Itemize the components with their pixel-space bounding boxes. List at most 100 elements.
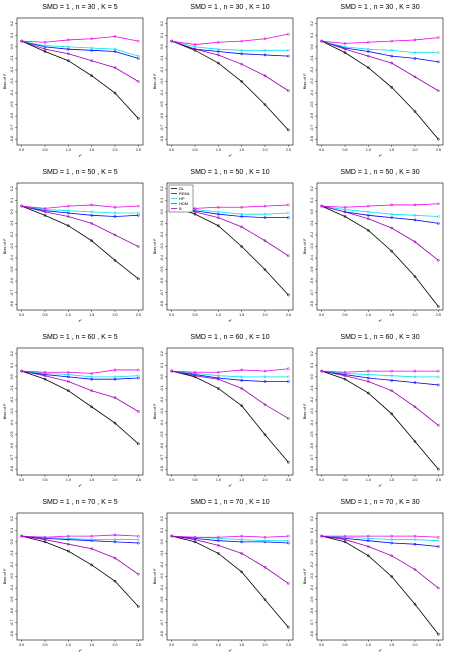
point bbox=[66, 52, 70, 56]
y-tick-label: -0.8 bbox=[160, 466, 164, 472]
point bbox=[413, 440, 417, 443]
x-tick-label: 0.5 bbox=[193, 313, 198, 317]
point bbox=[263, 212, 267, 216]
point bbox=[216, 61, 220, 65]
series-line bbox=[171, 40, 289, 51]
series-line bbox=[321, 535, 439, 589]
point bbox=[90, 74, 94, 78]
point bbox=[193, 43, 197, 46]
point bbox=[436, 586, 440, 590]
point bbox=[413, 57, 417, 60]
x-tick-label: 1.0 bbox=[366, 478, 371, 482]
x-tick-label: 2.5 bbox=[286, 313, 291, 317]
point bbox=[136, 442, 140, 446]
legend-label: HDM bbox=[179, 201, 188, 206]
point bbox=[436, 36, 440, 39]
series-line bbox=[321, 203, 439, 208]
point bbox=[286, 54, 290, 58]
y-tick-label: -0.4 bbox=[10, 585, 14, 591]
y-tick-label: -0.3 bbox=[10, 573, 14, 579]
point bbox=[436, 259, 440, 262]
point bbox=[193, 47, 197, 51]
point bbox=[193, 374, 197, 378]
point bbox=[343, 51, 347, 54]
y-axis-label: Bias of I² bbox=[302, 403, 307, 419]
x-axis-label: τ² bbox=[379, 483, 383, 488]
point bbox=[286, 32, 290, 36]
x-tick-label: 1.5 bbox=[389, 478, 394, 482]
point bbox=[240, 48, 244, 52]
point bbox=[136, 54, 140, 58]
point bbox=[136, 605, 140, 608]
point bbox=[113, 538, 117, 541]
point bbox=[43, 40, 47, 44]
y-tick-label: -0.6 bbox=[10, 113, 14, 119]
point bbox=[113, 375, 117, 379]
x-tick-label: 1.5 bbox=[239, 313, 244, 317]
series-line bbox=[21, 535, 139, 544]
point bbox=[240, 245, 244, 248]
y-tick-label: 0.2 bbox=[10, 21, 14, 26]
y-tick-label: -0.6 bbox=[310, 608, 314, 614]
point bbox=[136, 204, 140, 208]
point bbox=[113, 205, 117, 209]
point bbox=[66, 215, 70, 218]
y-tick-label: -0.7 bbox=[10, 290, 14, 296]
point bbox=[216, 387, 220, 390]
series-line bbox=[21, 36, 139, 43]
y-tick-label: -0.6 bbox=[160, 113, 164, 119]
point bbox=[240, 534, 244, 538]
x-tick-label: 2.5 bbox=[286, 148, 291, 152]
y-tick-label: -0.1 bbox=[160, 220, 164, 226]
point bbox=[286, 254, 290, 258]
legend-label: REML bbox=[179, 191, 191, 196]
series-line bbox=[21, 535, 139, 607]
series-line bbox=[21, 370, 139, 412]
x-tick-label: 0.0 bbox=[169, 313, 174, 317]
point bbox=[263, 103, 267, 106]
panel: SMD = 1 , n = 50 , K = 30 0.2 0.1 0.0 -0.1 -0… bbox=[302, 169, 444, 323]
point bbox=[343, 377, 347, 381]
point bbox=[170, 39, 174, 43]
point bbox=[366, 391, 370, 395]
y-tick-label: 0.1 bbox=[10, 363, 14, 368]
y-tick-label: 0.2 bbox=[160, 351, 164, 356]
point bbox=[43, 538, 47, 541]
series-line bbox=[321, 370, 439, 373]
point bbox=[343, 534, 347, 538]
point bbox=[390, 374, 394, 378]
point bbox=[366, 204, 370, 208]
y-tick-label: 0.0 bbox=[160, 374, 164, 379]
point bbox=[43, 213, 47, 217]
point bbox=[66, 59, 70, 63]
y-tick-label: 0.0 bbox=[10, 209, 14, 214]
x-tick-label: 1.0 bbox=[366, 313, 371, 317]
point bbox=[136, 211, 140, 215]
plot-frame bbox=[16, 512, 144, 641]
series-line bbox=[321, 205, 439, 217]
point bbox=[136, 117, 140, 120]
point bbox=[366, 217, 370, 221]
y-tick-label: -0.6 bbox=[310, 113, 314, 119]
plot-frame bbox=[16, 17, 144, 146]
y-tick-label: 0.2 bbox=[10, 516, 14, 521]
y-tick-label: -0.2 bbox=[10, 397, 14, 403]
point bbox=[390, 212, 394, 216]
point bbox=[240, 378, 244, 382]
y-tick-label: -0.1 bbox=[10, 55, 14, 61]
point bbox=[216, 216, 220, 219]
y-tick-label: 0.0 bbox=[160, 539, 164, 544]
point bbox=[20, 534, 24, 538]
point bbox=[263, 535, 267, 539]
point bbox=[390, 378, 394, 382]
series-line bbox=[171, 205, 289, 296]
y-tick-label: -0.6 bbox=[160, 443, 164, 449]
point bbox=[413, 568, 417, 571]
x-tick-label: 1.5 bbox=[239, 478, 244, 482]
point bbox=[366, 534, 370, 538]
x-tick-label: 0.5 bbox=[193, 643, 198, 647]
y-tick-label: -0.6 bbox=[10, 278, 14, 284]
point bbox=[366, 376, 370, 380]
point bbox=[240, 62, 244, 66]
point bbox=[366, 373, 370, 376]
